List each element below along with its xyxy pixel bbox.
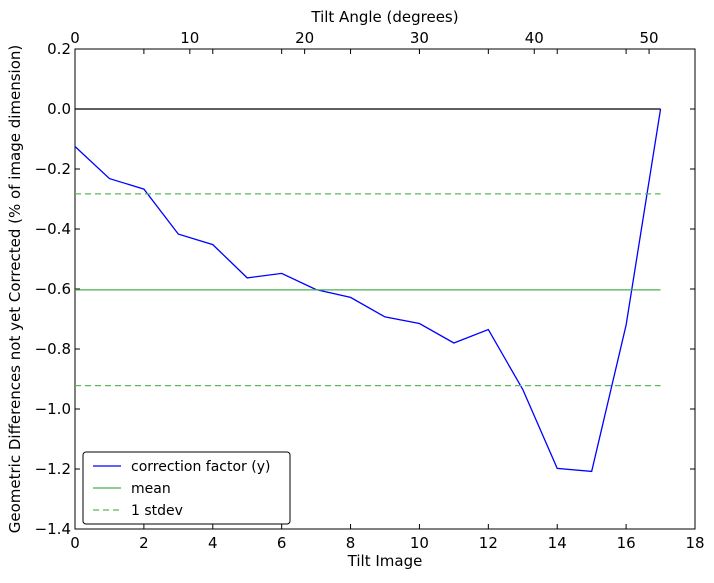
y-tick-label: −1.4 [35, 520, 71, 538]
x-tick-label: 2 [139, 534, 149, 552]
y-tick-label: 0.2 [47, 40, 71, 58]
x2-tick-label: 0 [70, 29, 80, 47]
x-axis-label: Tilt Image [347, 552, 423, 570]
x-tick-label: 4 [208, 534, 218, 552]
x-tick-label: 14 [548, 534, 567, 552]
x-tick-label: 8 [346, 534, 356, 552]
x-tick-label: 12 [479, 534, 498, 552]
y-tick-label: −0.6 [35, 280, 71, 298]
y-tick-label: −0.4 [35, 220, 71, 238]
x-tick-label: 0 [70, 534, 80, 552]
x2-tick-label: 40 [525, 29, 544, 47]
x2-tick-label: 10 [180, 29, 199, 47]
legend-label: mean [131, 481, 171, 497]
legend-label: 1 stdev [131, 503, 183, 519]
x-tick-label: 6 [277, 534, 287, 552]
x2-tick-label: 20 [295, 29, 314, 47]
x-tick-label: 16 [617, 534, 636, 552]
x2-axis-label: Tilt Angle (degrees) [310, 8, 458, 26]
x-tick-label: 10 [410, 534, 429, 552]
y-tick-label: −0.8 [35, 340, 71, 358]
y-axis-label: Geometric Differences not yet Corrected … [6, 45, 24, 534]
x-tick-label: 18 [685, 534, 704, 552]
x2-tick-label: 50 [640, 29, 659, 47]
y-tick-label: −1.2 [35, 460, 71, 478]
y-tick-label: 0.0 [47, 100, 71, 118]
x2-tick-label: 30 [410, 29, 429, 47]
legend-label: correction factor (y) [131, 459, 270, 475]
series-line-correction-factor-y [74, 108, 662, 473]
legend-box [82, 451, 291, 525]
y-tick-label: −1.0 [35, 400, 71, 418]
y-tick-label: −0.2 [35, 160, 71, 178]
